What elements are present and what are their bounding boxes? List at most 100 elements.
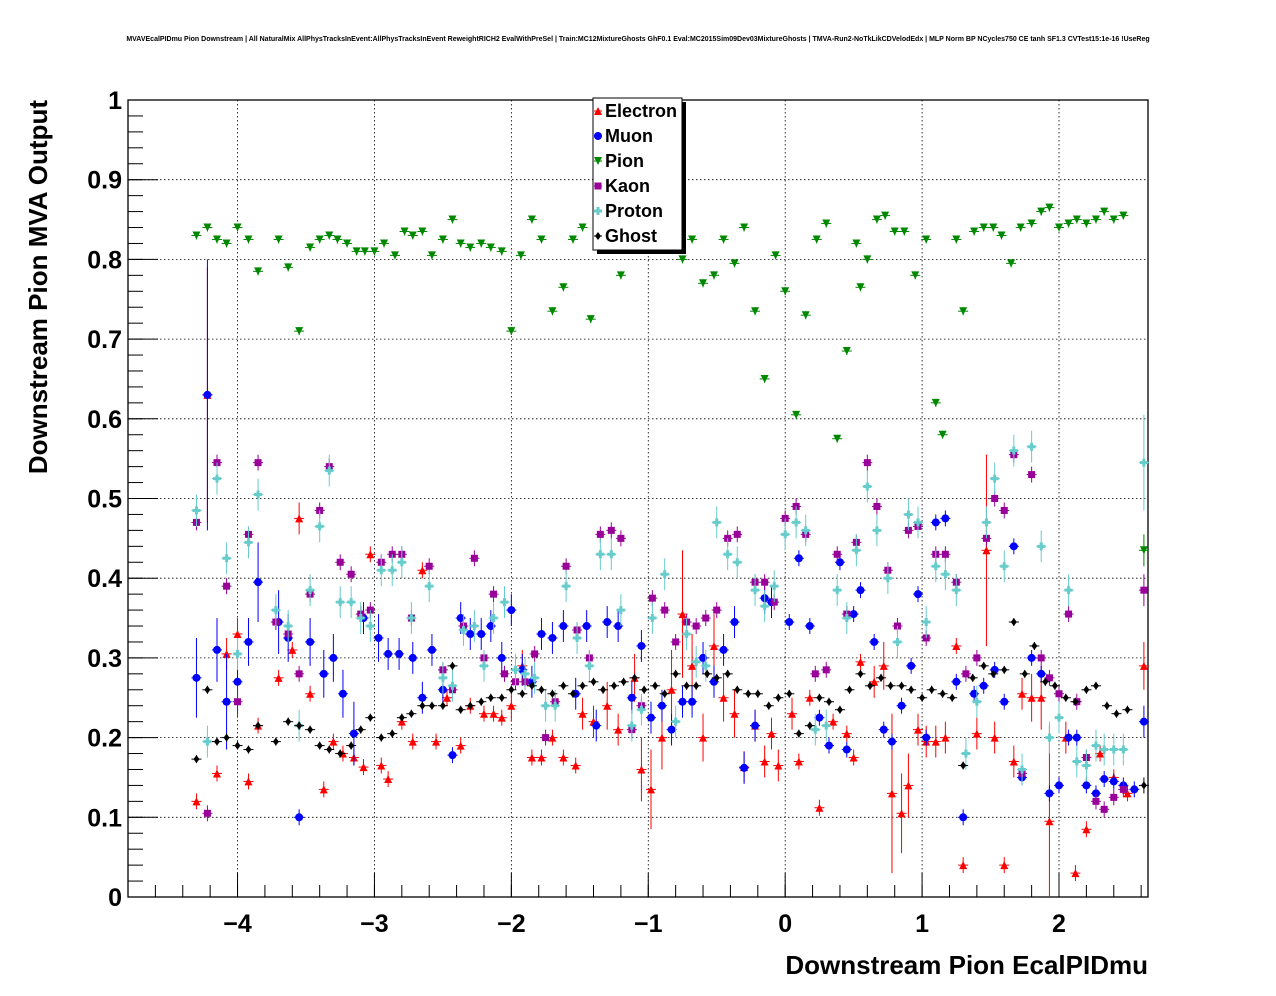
point-marker bbox=[366, 622, 375, 631]
series-ghost bbox=[191, 618, 1149, 794]
point-marker bbox=[443, 693, 452, 702]
point-marker bbox=[699, 653, 708, 662]
data-point bbox=[978, 223, 989, 232]
data-point bbox=[476, 697, 487, 706]
point-marker bbox=[887, 681, 894, 690]
data-point bbox=[324, 454, 335, 487]
legend-entry-ghost: Ghost bbox=[594, 226, 657, 246]
data-point bbox=[851, 239, 862, 248]
point-marker bbox=[438, 673, 447, 682]
data-point bbox=[930, 514, 941, 531]
point-marker bbox=[740, 763, 749, 772]
data-point bbox=[1138, 705, 1149, 738]
point-marker bbox=[867, 681, 874, 690]
data-point bbox=[1008, 745, 1019, 778]
legend-label: Electron bbox=[605, 101, 677, 121]
point-marker bbox=[329, 737, 338, 746]
data-point bbox=[978, 661, 989, 670]
data-point bbox=[465, 618, 476, 650]
data-point bbox=[739, 751, 750, 784]
data-point bbox=[899, 227, 910, 236]
point-marker bbox=[477, 239, 486, 248]
legend-entry-pion: Pion bbox=[594, 151, 644, 171]
data-point bbox=[851, 534, 862, 567]
data-point bbox=[1101, 701, 1112, 710]
point-marker bbox=[360, 247, 369, 256]
point-marker bbox=[824, 741, 833, 750]
point-marker bbox=[271, 606, 280, 615]
point-marker bbox=[213, 737, 220, 746]
data-point bbox=[253, 478, 264, 511]
data-point bbox=[759, 374, 770, 383]
data-point bbox=[332, 235, 343, 244]
point-marker bbox=[359, 763, 368, 772]
point-marker bbox=[418, 693, 427, 702]
data-point bbox=[996, 231, 1007, 240]
point-marker bbox=[384, 649, 393, 658]
point-marker bbox=[357, 725, 364, 734]
data-point bbox=[358, 759, 369, 776]
point-marker bbox=[870, 637, 879, 646]
data-point bbox=[732, 526, 743, 543]
data-point bbox=[394, 637, 405, 670]
data-point bbox=[615, 271, 626, 280]
point-marker bbox=[775, 693, 782, 702]
data-point bbox=[506, 327, 517, 336]
point-marker bbox=[652, 681, 659, 690]
legend-marker bbox=[594, 107, 602, 115]
data-point bbox=[940, 510, 951, 527]
data-point bbox=[896, 773, 907, 854]
point-marker bbox=[1037, 693, 1046, 702]
point-marker bbox=[637, 705, 646, 714]
data-point bbox=[773, 693, 784, 702]
data-point bbox=[253, 721, 264, 730]
point-marker bbox=[380, 239, 389, 248]
data-point bbox=[314, 741, 325, 750]
data-point bbox=[960, 665, 971, 682]
point-marker bbox=[203, 223, 212, 232]
data-point bbox=[814, 693, 825, 702]
data-point bbox=[698, 641, 709, 674]
data-point bbox=[1017, 753, 1028, 786]
point-marker bbox=[374, 633, 383, 642]
data-point bbox=[700, 649, 711, 682]
data-point bbox=[821, 661, 832, 678]
data-point bbox=[647, 602, 658, 634]
point-marker bbox=[754, 689, 761, 698]
point-marker bbox=[913, 518, 922, 527]
point-marker bbox=[614, 725, 623, 734]
point-marker bbox=[811, 725, 820, 734]
data-point bbox=[465, 701, 476, 710]
data-point bbox=[718, 235, 729, 244]
data-point bbox=[1015, 223, 1026, 232]
data-point bbox=[787, 697, 798, 730]
data-point bbox=[1090, 215, 1101, 224]
point-marker bbox=[842, 347, 851, 356]
y-tick-label: 0.9 bbox=[87, 167, 122, 195]
point-marker bbox=[408, 737, 417, 746]
point-marker bbox=[1045, 733, 1054, 742]
y-tick-label: 0.3 bbox=[87, 645, 122, 673]
data-point bbox=[844, 685, 855, 694]
point-marker bbox=[507, 327, 516, 336]
point-marker bbox=[448, 681, 457, 690]
point-marker bbox=[1001, 665, 1008, 674]
point-marker bbox=[806, 721, 813, 730]
point-marker bbox=[356, 614, 365, 623]
data-point bbox=[793, 753, 804, 770]
data-point bbox=[191, 793, 202, 810]
point-marker bbox=[234, 698, 242, 706]
point-marker bbox=[611, 681, 618, 690]
data-point bbox=[346, 586, 357, 619]
point-marker bbox=[1082, 761, 1091, 770]
data-point bbox=[324, 745, 335, 754]
data-point bbox=[1118, 733, 1129, 766]
point-marker bbox=[607, 526, 615, 534]
point-marker bbox=[1072, 215, 1081, 224]
data-point bbox=[729, 689, 740, 738]
point-marker bbox=[578, 223, 587, 232]
data-point bbox=[426, 633, 437, 666]
data-point bbox=[1099, 733, 1110, 766]
data-point bbox=[981, 454, 992, 646]
